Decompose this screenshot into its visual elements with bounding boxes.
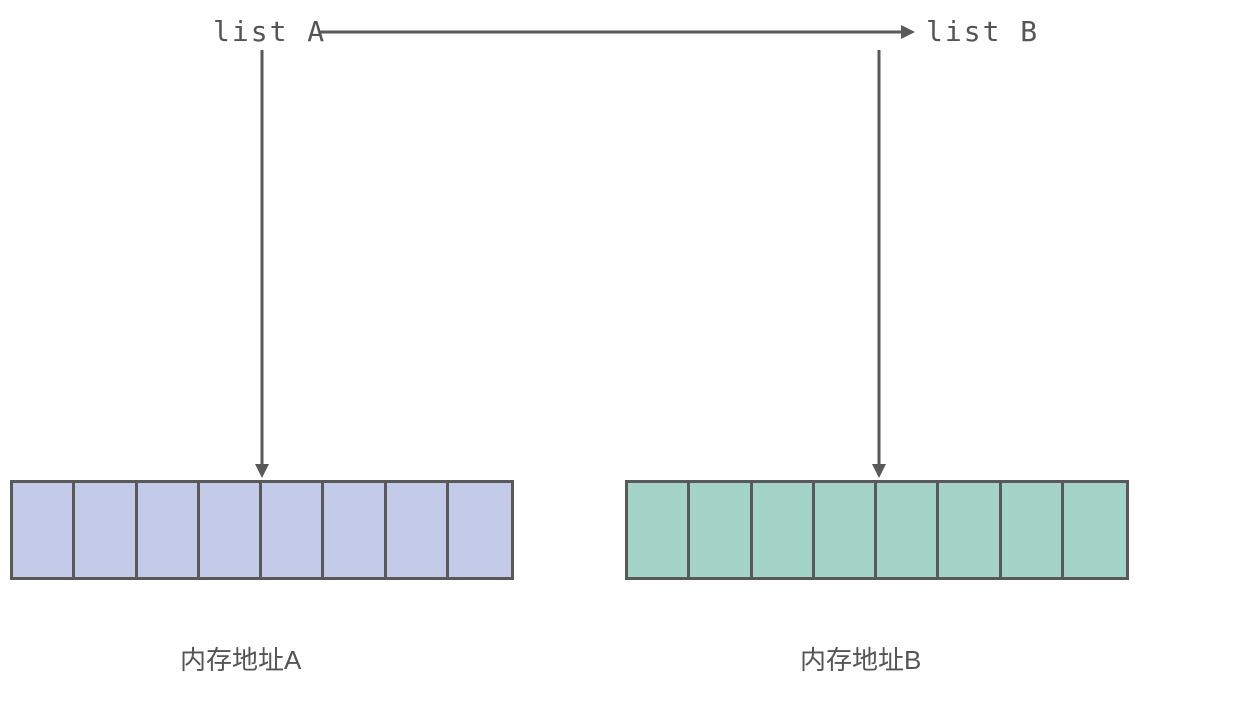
memory-cell bbox=[324, 483, 386, 577]
label-list-a: list A bbox=[213, 15, 326, 48]
memory-cell bbox=[387, 483, 449, 577]
memory-cell bbox=[449, 483, 511, 577]
label-memory-b: 内存地址B bbox=[800, 640, 921, 677]
memory-cell bbox=[753, 483, 815, 577]
memory-cell bbox=[690, 483, 752, 577]
memory-cell bbox=[1064, 483, 1126, 577]
memory-cell bbox=[262, 483, 324, 577]
arrows-svg bbox=[0, 0, 1250, 709]
memory-cell bbox=[200, 483, 262, 577]
memory-cell bbox=[1002, 483, 1064, 577]
memory-block-b bbox=[625, 480, 1129, 580]
label-list-b: list B bbox=[926, 15, 1039, 48]
memory-cell bbox=[75, 483, 137, 577]
memory-cell bbox=[138, 483, 200, 577]
memory-cell bbox=[939, 483, 1001, 577]
memory-cell bbox=[815, 483, 877, 577]
memory-cell bbox=[13, 483, 75, 577]
memory-cell bbox=[628, 483, 690, 577]
memory-block-a bbox=[10, 480, 514, 580]
memory-cell bbox=[877, 483, 939, 577]
label-memory-a: 内存地址A bbox=[180, 640, 301, 677]
